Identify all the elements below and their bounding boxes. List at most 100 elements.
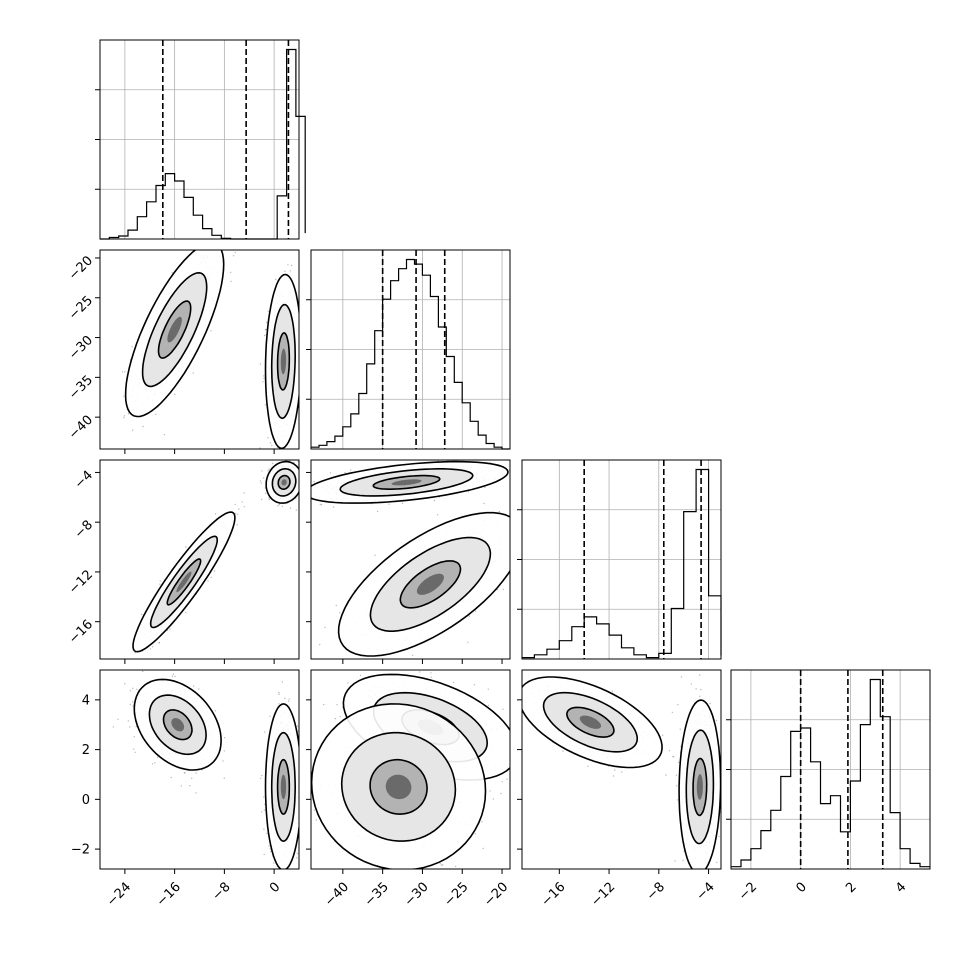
sample-point bbox=[286, 872, 287, 873]
sample-point bbox=[261, 470, 263, 472]
sample-point bbox=[222, 760, 224, 762]
density-core bbox=[280, 348, 287, 375]
sample-point bbox=[300, 474, 301, 475]
sample-point bbox=[161, 666, 162, 667]
sample-point bbox=[120, 663, 121, 664]
sample-point bbox=[263, 334, 266, 337]
sample-point bbox=[301, 478, 302, 479]
sample-point bbox=[300, 486, 301, 487]
sample-point bbox=[344, 471, 346, 474]
sample-point bbox=[267, 470, 269, 472]
sample-point bbox=[260, 777, 262, 779]
sample-point bbox=[189, 785, 191, 787]
sample-point bbox=[284, 879, 285, 880]
density-core bbox=[280, 774, 287, 800]
sample-point bbox=[127, 720, 129, 722]
sample-point bbox=[158, 642, 160, 644]
sample-point bbox=[287, 884, 288, 885]
contour-line-0 bbox=[166, 558, 202, 606]
sample-point bbox=[129, 726, 131, 728]
sample-point bbox=[261, 774, 263, 777]
sample-point bbox=[123, 417, 125, 419]
sample-point bbox=[270, 850, 272, 853]
sample-point bbox=[170, 776, 172, 779]
sample-point bbox=[284, 270, 286, 272]
sample-point bbox=[223, 777, 225, 779]
sample-point bbox=[289, 872, 290, 873]
sample-point bbox=[268, 453, 269, 454]
sample-point bbox=[222, 246, 223, 247]
sample-point bbox=[223, 750, 225, 752]
panel-frame bbox=[730, 669, 931, 870]
hist-panel-1 bbox=[306, 249, 511, 450]
sample-point bbox=[268, 498, 271, 501]
sample-point bbox=[265, 329, 267, 331]
contour-line-2 bbox=[264, 703, 299, 869]
sample-point bbox=[259, 480, 262, 482]
sample-point bbox=[263, 828, 265, 830]
hist-panel-2 bbox=[517, 459, 722, 660]
sample-point bbox=[124, 683, 126, 685]
sample-point bbox=[163, 434, 166, 436]
contour-line-0 bbox=[162, 709, 193, 741]
sample-point bbox=[263, 477, 265, 479]
sample-point bbox=[269, 715, 271, 717]
sample-point bbox=[127, 413, 130, 415]
sample-point bbox=[301, 770, 302, 771]
sample-point bbox=[289, 507, 292, 509]
sample-point bbox=[281, 877, 282, 878]
sample-point bbox=[268, 497, 270, 499]
sample-point bbox=[174, 675, 176, 678]
sample-point bbox=[281, 681, 284, 683]
sample-point bbox=[232, 255, 235, 257]
sample-point bbox=[214, 513, 217, 515]
sample-point bbox=[271, 444, 273, 447]
sample-point bbox=[260, 482, 262, 484]
sample-point bbox=[192, 248, 193, 249]
sample-point bbox=[169, 628, 171, 630]
sample-point bbox=[286, 456, 287, 457]
contour-panel-0-2 bbox=[95, 456, 302, 664]
sample-point bbox=[210, 576, 212, 579]
density-core bbox=[176, 571, 192, 593]
sample-point bbox=[304, 507, 305, 508]
sample-point bbox=[166, 629, 169, 631]
sample-point bbox=[243, 492, 245, 494]
hist-panel-3 bbox=[726, 669, 931, 870]
sample-point bbox=[300, 359, 301, 360]
sample-point bbox=[293, 456, 294, 457]
sample-point bbox=[300, 481, 301, 482]
histogram-2 bbox=[522, 468, 722, 659]
contour-line-0 bbox=[276, 332, 291, 391]
sample-point bbox=[124, 371, 126, 373]
density-core bbox=[281, 479, 287, 486]
contour-line-2 bbox=[264, 273, 299, 449]
sample-point bbox=[264, 492, 267, 494]
contour-line-1 bbox=[141, 271, 208, 388]
sample-point bbox=[238, 508, 240, 510]
sample-point bbox=[281, 505, 284, 508]
panel-content bbox=[304, 454, 510, 657]
sample-point bbox=[185, 611, 187, 613]
sample-point bbox=[484, 486, 486, 489]
panel-content bbox=[121, 246, 301, 457]
sample-point bbox=[278, 691, 280, 694]
sample-point bbox=[275, 278, 277, 281]
contour-panel-0-3 bbox=[95, 666, 308, 885]
sample-point bbox=[117, 718, 119, 720]
sample-point bbox=[281, 874, 282, 875]
sample-point bbox=[388, 503, 390, 505]
sample-point bbox=[268, 468, 270, 470]
sample-point bbox=[307, 774, 308, 775]
sample-point bbox=[259, 363, 262, 365]
sample-point bbox=[298, 456, 299, 457]
panel-content bbox=[120, 456, 302, 664]
sample-point bbox=[300, 872, 301, 873]
panel-frame bbox=[99, 669, 300, 870]
sample-point bbox=[269, 442, 272, 444]
contour-line-2 bbox=[265, 460, 299, 504]
sample-point bbox=[278, 451, 279, 452]
sample-point bbox=[288, 698, 290, 700]
sample-point bbox=[436, 454, 437, 455]
sample-point bbox=[192, 372, 194, 374]
